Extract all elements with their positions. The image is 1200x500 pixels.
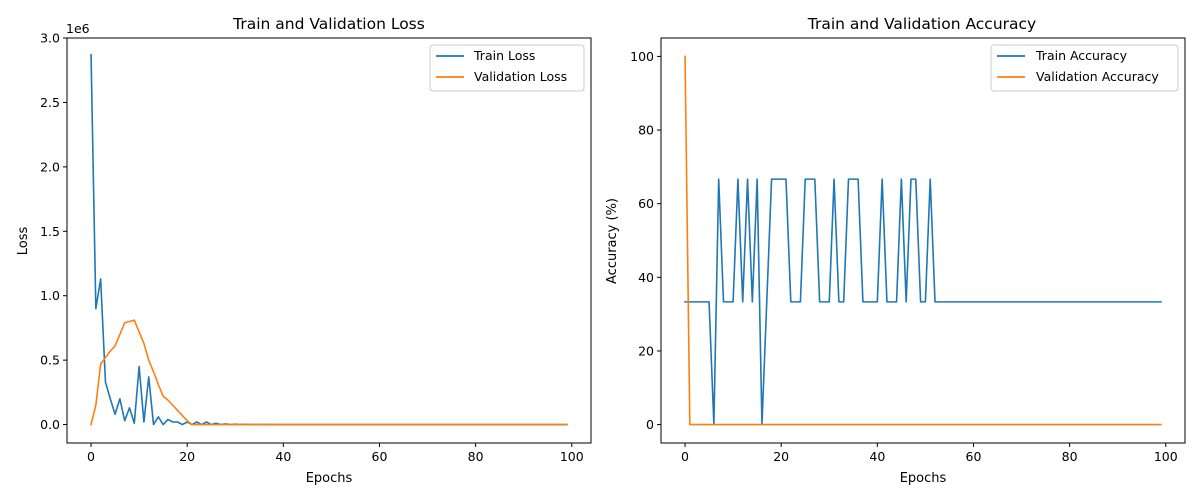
accuracy-legend: Train Accuracy Validation Accuracy (990, 44, 1179, 92)
accuracy-y-tick-label: 40 (638, 270, 654, 285)
loss-x-tick-label: 40 (275, 449, 291, 464)
accuracy-x-tick-label: 0 (681, 449, 689, 464)
loss-x-tick-label: 80 (468, 449, 484, 464)
loss-y-offset-label: 1e6 (66, 21, 90, 36)
loss-chart-title: Train and Validation Loss (232, 15, 425, 33)
loss-x-tick-label: 20 (179, 449, 195, 464)
accuracy-x-axis-label: Epochs (900, 471, 947, 486)
loss-axes-frame (66, 37, 592, 444)
accuracy-x-tick-label: 60 (966, 449, 982, 464)
loss-y-tick-label: 0.0 (40, 417, 60, 432)
accuracy-y-tick-label: 0 (646, 417, 654, 432)
loss-y-tick-label: 1.0 (40, 288, 60, 303)
loss-y-ticks: 0.0 0.5 1.0 1.5 2.0 2.5 3.0 (40, 31, 67, 432)
accuracy-legend-validation-label: Validation Accuracy (1036, 69, 1159, 84)
accuracy-x-tick-label: 80 (1062, 449, 1078, 464)
loss-series-line-validation (90, 319, 568, 426)
accuracy-x-tick-label: 20 (773, 449, 789, 464)
loss-legend: Train Loss Validation Loss (429, 44, 585, 92)
accuracy-legend-box (990, 44, 1179, 92)
loss-legend-train-label: Train Loss (473, 48, 535, 63)
accuracy-y-axis-label: Accuracy (%) (605, 198, 620, 284)
loss-y-tick-label: 2.0 (40, 159, 60, 174)
accuracy-axes-frame (660, 37, 1186, 444)
loss-x-tick-label: 0 (87, 449, 95, 464)
loss-x-axis-label: Epochs (306, 471, 353, 486)
accuracy-series-line-train (684, 178, 1162, 426)
accuracy-y-ticks: 0 20 40 60 80 100 (630, 49, 661, 432)
loss-chart: Train and Validation Loss 1e6 0 20 40 60 80 1… (16, 15, 592, 486)
accuracy-series-layer (684, 55, 1162, 426)
accuracy-y-tick-label: 60 (638, 196, 654, 211)
accuracy-x-tick-label: 100 (1154, 449, 1178, 464)
loss-y-tick-label: 1.5 (40, 224, 60, 239)
accuracy-chart: Train and Validation Accuracy 0 20 40 60 80 1… (605, 15, 1186, 486)
loss-x-ticks: 0 20 40 60 80 100 (87, 443, 584, 464)
loss-legend-box (429, 44, 585, 92)
accuracy-x-ticks: 0 20 40 60 80 100 (681, 443, 1178, 464)
loss-y-tick-label: 3.0 (40, 31, 60, 46)
loss-y-axis-label: Loss (16, 227, 31, 256)
loss-y-tick-label: 2.5 (40, 95, 60, 110)
accuracy-series-line-validation (684, 55, 1162, 426)
accuracy-y-tick-label: 80 (638, 123, 654, 138)
loss-x-tick-label: 60 (372, 449, 388, 464)
loss-y-tick-label: 0.5 (40, 353, 60, 368)
accuracy-legend-train-label: Train Accuracy (1035, 48, 1128, 63)
loss-series-layer (90, 53, 568, 426)
loss-x-tick-label: 100 (560, 449, 584, 464)
accuracy-chart-title: Train and Validation Accuracy (807, 15, 1036, 33)
loss-series-line-train (90, 53, 568, 426)
accuracy-x-tick-label: 40 (869, 449, 885, 464)
accuracy-y-tick-label: 20 (638, 343, 654, 358)
accuracy-y-tick-label: 100 (630, 49, 654, 64)
loss-legend-validation-label: Validation Loss (474, 69, 567, 84)
